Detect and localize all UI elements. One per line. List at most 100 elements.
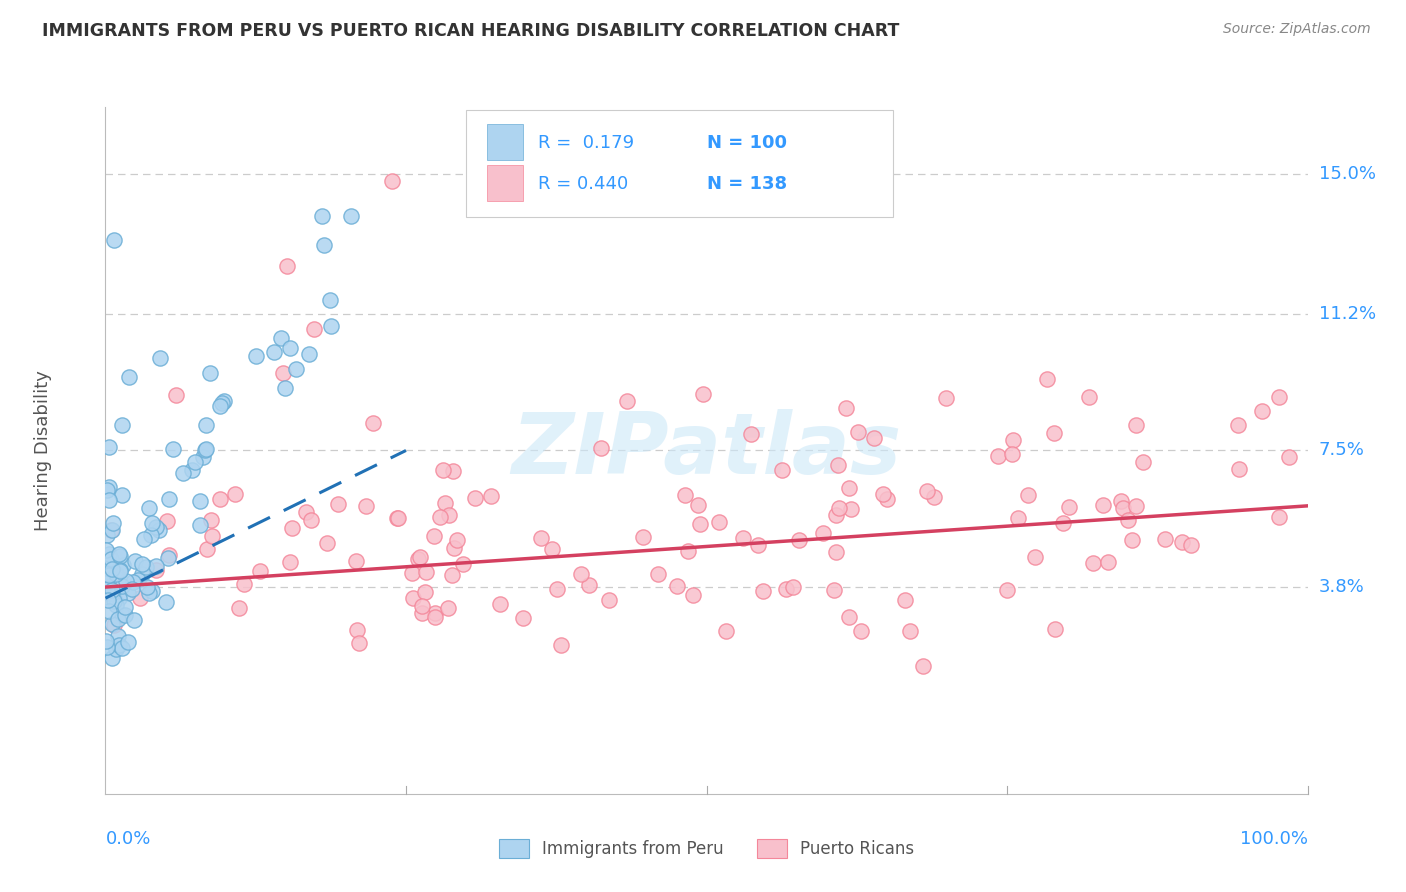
Point [101, 516, 124, 531]
Point [1083, 557, 1105, 571]
Point [107, 547, 129, 561]
Point [208, 491, 231, 506]
Point [682, 588, 704, 602]
Point [633, 530, 655, 544]
Point [387, 511, 409, 525]
Point [111, 558, 134, 572]
Point [157, 550, 180, 565]
Point [346, 623, 368, 637]
Point [117, 586, 139, 600]
Point [1268, 510, 1291, 524]
Point [747, 538, 769, 552]
Point [443, 541, 465, 556]
Point [228, 601, 250, 615]
Point [782, 580, 804, 594]
Point [361, 416, 384, 430]
Point [117, 635, 139, 649]
Point [188, 518, 211, 533]
Point [1125, 418, 1147, 433]
Point [101, 524, 124, 538]
Point [131, 567, 153, 582]
Point [122, 574, 145, 589]
Point [281, 520, 304, 534]
Point [479, 489, 502, 503]
Point [108, 565, 131, 579]
Point [411, 606, 433, 620]
Point [862, 431, 884, 445]
Point [194, 442, 217, 457]
Point [935, 391, 957, 405]
Point [165, 388, 187, 402]
Point [825, 544, 848, 558]
Point [1043, 426, 1066, 441]
Point [1036, 372, 1059, 386]
Point [141, 584, 163, 599]
Point [107, 629, 129, 643]
Point [96, 483, 118, 497]
Point [488, 597, 510, 611]
Point [263, 345, 285, 359]
Point [299, 514, 322, 528]
Point [105, 642, 128, 657]
Point [846, 425, 869, 440]
Text: 11.2%: 11.2% [1319, 305, 1376, 323]
Point [354, 499, 377, 513]
Point [101, 562, 124, 576]
Point [157, 548, 180, 562]
Point [103, 594, 125, 608]
Point [673, 488, 696, 502]
Point [1116, 513, 1139, 527]
Point [103, 233, 125, 247]
Point [148, 523, 170, 537]
Point [995, 582, 1018, 597]
Point [96, 634, 118, 648]
Point [108, 563, 131, 577]
Point [828, 501, 851, 516]
Point [311, 209, 333, 223]
Point [145, 520, 167, 534]
Point [381, 174, 404, 188]
Point [740, 427, 762, 442]
Point [678, 544, 700, 558]
Point [415, 584, 437, 599]
Point [1251, 403, 1274, 417]
Point [208, 399, 231, 413]
Point [111, 417, 134, 432]
Point [1052, 516, 1074, 530]
Point [138, 586, 160, 600]
Point [1278, 450, 1301, 464]
Text: IMMIGRANTS FROM PERU VS PUERTO RICAN HEARING DISABILITY CORRELATION CHART: IMMIGRANTS FROM PERU VS PUERTO RICAN HEA… [42, 22, 900, 40]
Point [276, 259, 298, 273]
Text: ZIPatlas: ZIPatlas [512, 409, 901, 492]
Point [1002, 433, 1025, 447]
Point [121, 582, 143, 597]
Point [578, 577, 600, 591]
Point [823, 583, 845, 598]
Point [429, 509, 451, 524]
Legend: Immigrants from Peru, Puerto Ricans: Immigrants from Peru, Puerto Ricans [492, 832, 921, 864]
Point [149, 351, 172, 366]
Point [278, 341, 301, 355]
Point [876, 492, 898, 507]
Point [1125, 499, 1147, 513]
Point [141, 516, 163, 531]
Point [100, 552, 122, 566]
Point [101, 616, 124, 631]
Point [135, 560, 157, 574]
Point [825, 508, 848, 523]
Point [122, 613, 145, 627]
FancyBboxPatch shape [486, 165, 523, 201]
Point [107, 639, 129, 653]
Point [1018, 487, 1040, 501]
FancyBboxPatch shape [465, 111, 893, 217]
Point [224, 487, 246, 501]
Point [546, 582, 568, 596]
Text: Source: ZipAtlas.com: Source: ZipAtlas.com [1223, 22, 1371, 37]
Text: 15.0%: 15.0% [1319, 164, 1375, 183]
Point [111, 579, 134, 593]
Point [837, 481, 859, 495]
Point [1057, 500, 1080, 514]
Point [145, 559, 167, 574]
Point [1024, 549, 1046, 564]
Point [1109, 494, 1132, 508]
